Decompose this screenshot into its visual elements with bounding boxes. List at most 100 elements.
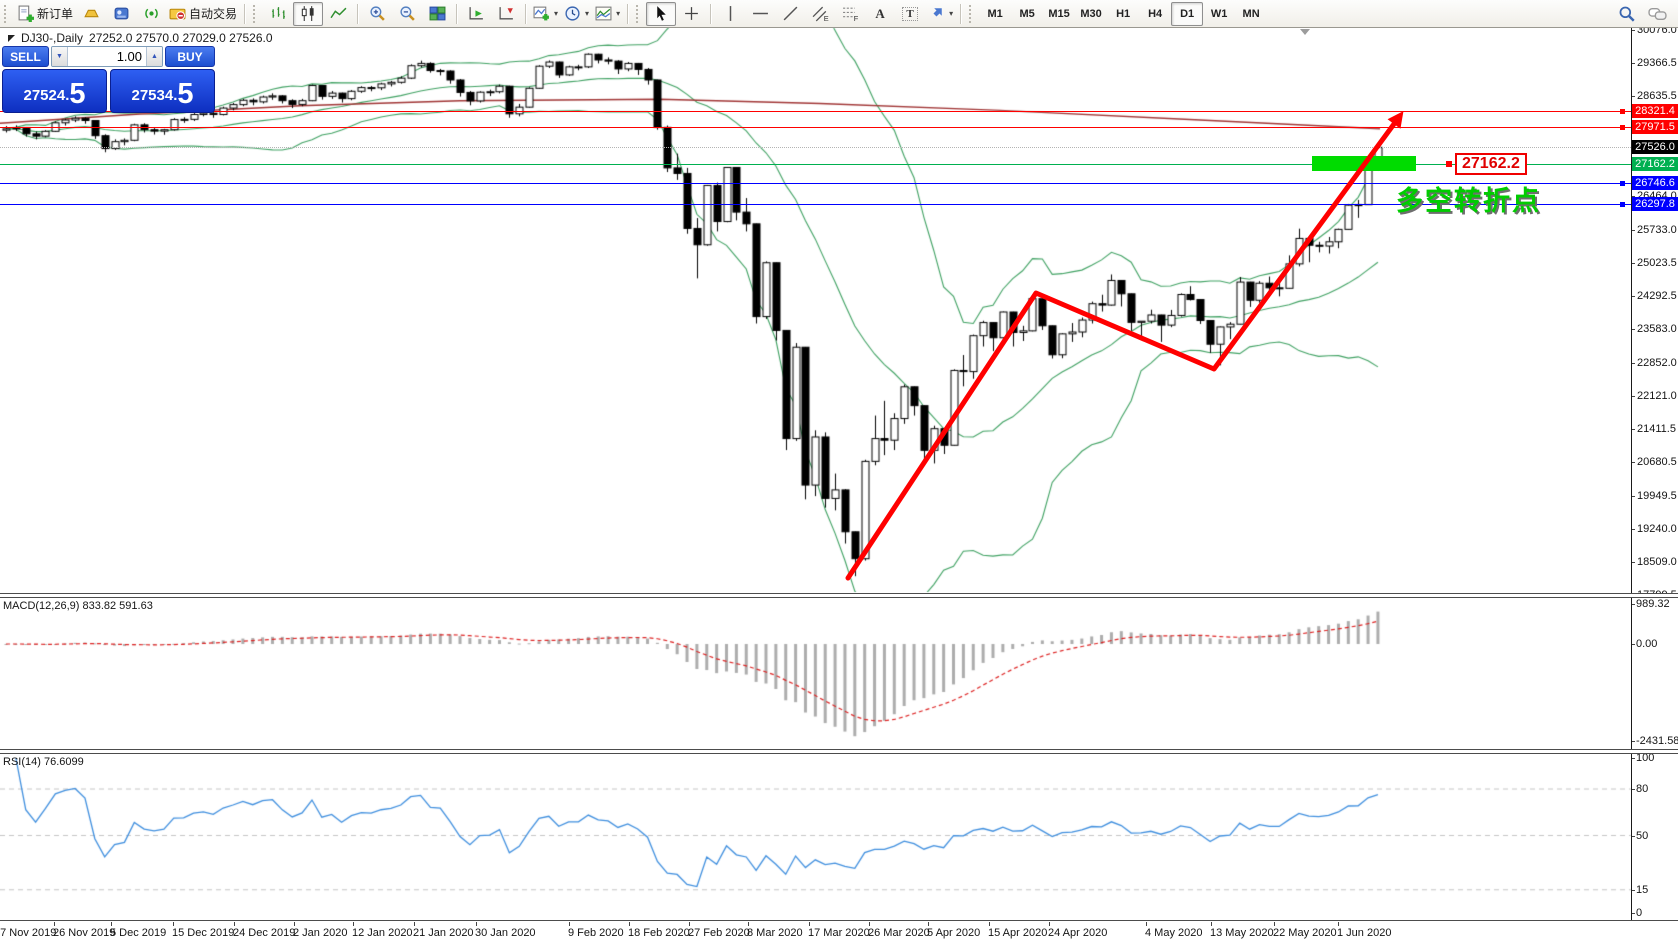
volume-input[interactable]	[68, 47, 146, 66]
line-anchor-icon[interactable]	[1620, 201, 1625, 207]
symbol-period-label: DJ30-,Daily	[21, 31, 84, 45]
date-tick-mark	[476, 922, 477, 926]
chat-button[interactable]	[1642, 2, 1672, 26]
zoom-out-button[interactable]	[392, 2, 422, 26]
one-click-collapse-icon[interactable]	[8, 34, 15, 42]
sell-button[interactable]: SELL	[2, 46, 49, 67]
highlight-bar[interactable]	[1312, 156, 1416, 172]
toolbar-separator	[627, 3, 629, 24]
fibonacci-tool-button[interactable]: F	[835, 2, 865, 26]
price-badge-27526.0: 27526.0	[1632, 140, 1678, 155]
horizontal-line-27162.2[interactable]	[0, 164, 1631, 166]
market-watch-button[interactable]	[76, 2, 106, 26]
dropdown-arrow-icon[interactable]: ▾	[585, 9, 590, 18]
price-tick-mark	[1631, 428, 1635, 430]
text-label-tool-button[interactable]: T	[895, 2, 925, 26]
depth-of-market-button[interactable]	[106, 2, 136, 26]
macd-panel-separator[interactable]	[0, 593, 1678, 598]
price-tick-label: 22852.0	[1637, 356, 1677, 369]
indicators-button[interactable]: ▾	[530, 2, 561, 26]
cursor-tool-button[interactable]	[646, 1, 677, 26]
timeframe-m30[interactable]: M30	[1080, 7, 1102, 20]
date-tick-mark	[1049, 922, 1050, 926]
date-tick-mark	[1211, 922, 1212, 926]
dropdown-arrow-icon[interactable]: ▾	[616, 9, 621, 18]
arrows-tool-button[interactable]: ▾	[925, 2, 956, 26]
date-tick-mark	[173, 922, 174, 926]
line-anchor-icon[interactable]	[1620, 108, 1625, 114]
line-anchor-icon[interactable]	[1620, 181, 1625, 187]
crosshair-tool-button[interactable]	[676, 2, 706, 26]
macd-tick-mark	[1631, 604, 1635, 606]
macd-tick-mark	[1631, 644, 1635, 645]
price-tick-label: 22121.0	[1637, 390, 1677, 403]
candlestick-chart-button[interactable]	[293, 1, 324, 26]
price-label-anchor-icon[interactable]	[1446, 161, 1452, 168]
timeframe-m1[interactable]: M1	[987, 7, 1003, 20]
date-label: 18 Feb 2020	[628, 927, 690, 939]
line-chart-button[interactable]	[323, 2, 353, 26]
timeframe-m5[interactable]: M5	[1019, 7, 1035, 20]
trendline-tool-button[interactable]	[775, 2, 805, 26]
vertical-line-tool-button[interactable]	[715, 2, 745, 26]
tile-windows-button[interactable]	[422, 2, 452, 26]
text-tool-icon: A	[875, 5, 885, 21]
turning-point-text[interactable]: 多空转折点	[1396, 186, 1541, 217]
horizontal-line-27971.5[interactable]	[0, 126, 1631, 128]
timeframe-h4[interactable]: H4	[1148, 7, 1163, 20]
timeframe-w1[interactable]: W1	[1210, 7, 1228, 20]
zoom-in-button[interactable]	[362, 2, 392, 26]
volume-decrease-button[interactable]: ▼	[52, 47, 68, 66]
macd-tick-mark	[1631, 741, 1635, 743]
date-label: 24 Dec 2019	[233, 927, 296, 939]
templates-button[interactable]: ▾	[592, 2, 623, 26]
price-tick-mark	[1631, 462, 1635, 464]
horizontal-line-27526.0[interactable]	[0, 147, 1631, 149]
date-label: 15 Apr 2020	[988, 927, 1048, 939]
chart-shift-marker[interactable]	[1300, 29, 1310, 35]
price-tick-label: 20680.5	[1637, 456, 1677, 469]
dropdown-arrow-icon[interactable]: ▾	[554, 9, 559, 18]
volume-increase-button[interactable]: ▲	[146, 47, 162, 66]
date-label: 30 Jan 2020	[475, 927, 536, 939]
toolbar-separator	[960, 3, 962, 24]
bar-chart-button[interactable]	[263, 2, 293, 26]
rsi-bottom-border	[0, 920, 1678, 921]
toolbar-separator	[357, 3, 359, 24]
dropdown-arrow-icon[interactable]: ▾	[949, 9, 954, 18]
periods-button[interactable]: ▾	[561, 2, 592, 26]
search-button[interactable]	[1612, 2, 1642, 26]
timeframe-mn[interactable]: MN	[1242, 7, 1260, 20]
rsi-tick-mark	[1631, 758, 1635, 759]
auto-scroll-button[interactable]	[461, 2, 491, 26]
turning-point-price-label[interactable]: 27162.2	[1455, 153, 1527, 176]
horizontal-line-26746.6[interactable]	[0, 183, 1631, 185]
timeframe-h1[interactable]: H1	[1116, 7, 1131, 20]
ohlc-values: 27252.0 27570.0 27029.0 27526.0	[89, 31, 273, 45]
price-tick-mark	[1631, 229, 1635, 231]
rsi-panel-separator[interactable]	[0, 749, 1678, 754]
horizontal-line-tool-button[interactable]	[745, 2, 775, 26]
chart-shift-button[interactable]	[491, 2, 521, 26]
date-tick-mark	[629, 922, 630, 926]
buy-price-panel[interactable]: 27534. 5	[110, 69, 215, 113]
new-order-icon	[18, 5, 34, 22]
channel-tool-button[interactable]: E	[805, 2, 835, 26]
price-badge-26746.6: 26746.6	[1632, 176, 1678, 191]
line-anchor-icon[interactable]	[1620, 124, 1625, 130]
price-axis-line[interactable]	[1631, 28, 1632, 921]
timeframe-m15[interactable]: M15	[1048, 7, 1070, 20]
date-label: 17 Mar 2020	[808, 927, 870, 939]
new-order-button[interactable]: 新订单	[14, 2, 76, 26]
text-tool-button[interactable]: A	[865, 2, 895, 26]
sell-price-panel[interactable]: 27524. 5	[2, 69, 107, 113]
signals-button[interactable]	[136, 2, 166, 26]
date-label: 9 Feb 2020	[568, 927, 624, 939]
date-label: 27 Feb 2020	[688, 927, 750, 939]
horizontal-line-28321.4[interactable]	[0, 110, 1631, 112]
horizontal-line-26297.8[interactable]	[0, 203, 1631, 205]
buy-price: 27534.	[131, 87, 178, 104]
buy-button[interactable]: BUY	[165, 46, 215, 67]
auto-trading-button[interactable]: 自动交易	[166, 2, 240, 26]
timeframe-d1[interactable]: D1	[1171, 1, 1204, 26]
